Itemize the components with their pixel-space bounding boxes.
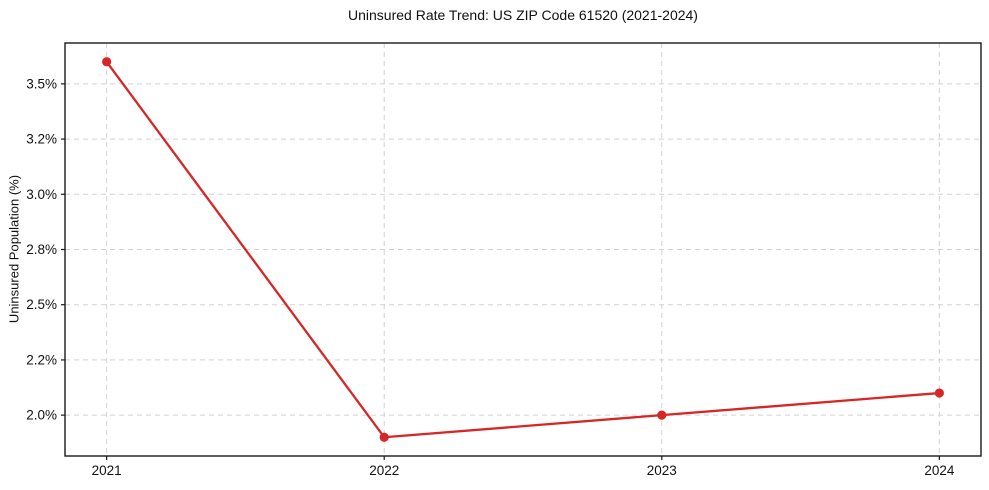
y-tick-label: 2.8% bbox=[26, 242, 57, 257]
x-tick-label: 2021 bbox=[92, 463, 122, 478]
y-tick-label: 2.5% bbox=[26, 297, 57, 312]
data-point bbox=[379, 432, 389, 442]
chart-title: Uninsured Rate Trend: US ZIP Code 61520 … bbox=[348, 7, 698, 23]
trend-line bbox=[105, 60, 941, 439]
y-tick-label: 3.5% bbox=[26, 76, 57, 91]
x-tick-label: 2022 bbox=[369, 463, 399, 478]
data-point bbox=[657, 410, 667, 420]
y-tick-label: 2.0% bbox=[26, 408, 57, 423]
x-tick-label: 2024 bbox=[924, 463, 955, 478]
data-point bbox=[102, 57, 112, 67]
y-tick-label: 3.0% bbox=[26, 187, 57, 202]
data-point bbox=[934, 388, 944, 398]
y-tick-label: 2.2% bbox=[26, 352, 57, 367]
plot-border bbox=[64, 42, 982, 457]
y-tick-label: 3.2% bbox=[26, 132, 57, 147]
x-tick-label: 2023 bbox=[647, 463, 677, 478]
